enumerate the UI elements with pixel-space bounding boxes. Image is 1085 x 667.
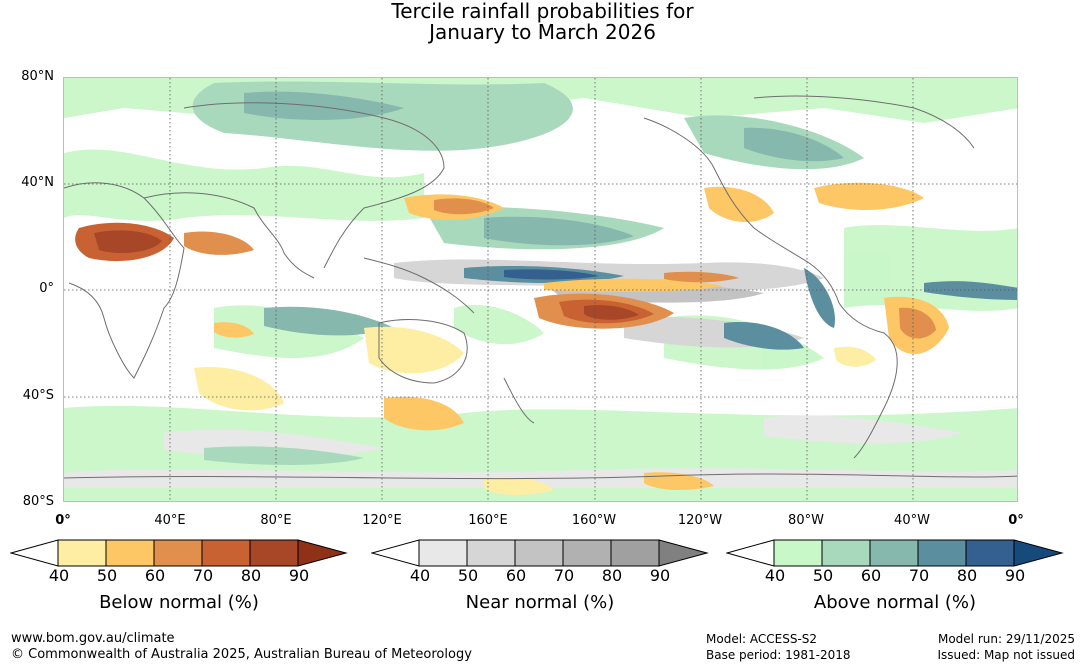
below-legend-swatch-60-70: [153, 539, 203, 567]
above-legend-lower-extension: [726, 539, 775, 567]
above-legend-swatch-70-80: [917, 539, 967, 567]
footer-copyright: © Commonwealth of Australia 2025, Austra…: [11, 647, 472, 662]
footer-model: Model: ACCESS-S2: [706, 632, 818, 646]
lat-label-40n: 40°N: [21, 175, 54, 190]
near-legend-swatch-60-70: [514, 539, 564, 567]
legend-above-tick-50: 50: [812, 566, 834, 585]
below-legend-swatch-70-80: [201, 539, 251, 567]
below-legend-swatch-80-90: [249, 539, 299, 567]
above-legend-swatch-40-50: [773, 539, 823, 567]
legend-below-title: Below normal (%): [99, 592, 259, 613]
footer-base-period: Base period: 1981-2018: [706, 648, 851, 662]
legend-near-tick-50: 50: [457, 566, 479, 585]
near-legend-swatch-50-60: [466, 539, 516, 567]
below-normal-regions: [75, 182, 949, 496]
below-legend-swatch-50-60: [105, 539, 155, 567]
lon-label-160w: 160°W: [571, 513, 617, 528]
near-legend-swatch-70-80: [562, 539, 612, 567]
legend-below-colorbar: [10, 539, 348, 567]
map-canvas: [64, 78, 1017, 501]
near-legend-upper-extension: [658, 539, 709, 567]
legend-near-normal: [371, 536, 711, 568]
above-legend-swatch-60-70: [869, 539, 919, 567]
lon-label-80w: 80°W: [788, 513, 824, 528]
legend-near-colorbar: [371, 539, 709, 567]
above-legend-upper-extension: [1013, 539, 1064, 567]
above-normal-strong-regions: [192, 81, 1017, 465]
above-legend-swatch-80-90: [965, 539, 1015, 567]
footer-url[interactable]: www.bom.gov.au/climate: [11, 631, 175, 646]
above-legend-swatch-50-60: [821, 539, 871, 567]
legend-above-normal: [726, 536, 1066, 568]
lon-label-40e: 40°E: [154, 513, 186, 528]
legend-below-tick-50: 50: [96, 566, 118, 585]
lon-label-120w: 120°W: [677, 513, 723, 528]
near-legend-swatch-40-50: [418, 539, 468, 567]
legend-below-normal: [10, 536, 350, 568]
legend-above-tick-40: 40: [764, 566, 786, 585]
legend-near-tick-60: 60: [505, 566, 527, 585]
footer-model-run: Model run: 29/11/2025: [937, 632, 1075, 646]
legend-near-title: Near normal (%): [465, 592, 615, 613]
legend-near-tick-90: 90: [649, 566, 671, 585]
lon-label-40w: 40°W: [894, 513, 930, 528]
near-legend-swatch-80-90: [610, 539, 660, 567]
legend-below-tick-90: 90: [288, 566, 310, 585]
legend-above-tick-80: 80: [956, 566, 978, 585]
graticule: [64, 78, 1017, 501]
legend-above-tick-70: 70: [908, 566, 930, 585]
legend-above-title: Above normal (%): [813, 592, 977, 613]
lat-label-0: 0°: [39, 281, 54, 296]
map-title-line2: January to March 2026: [429, 20, 656, 44]
below-legend-upper-extension: [297, 539, 348, 567]
legend-above-tick-60: 60: [860, 566, 882, 585]
lat-label-80n: 80°N: [21, 69, 54, 84]
below-legend-swatch-40-50: [57, 539, 107, 567]
legend-below-tick-70: 70: [192, 566, 214, 585]
legend-near-tick-80: 80: [601, 566, 623, 585]
legend-above-tick-90: 90: [1004, 566, 1026, 585]
lon-label-80e: 80°E: [260, 513, 292, 528]
lon-label-160e: 160°E: [468, 513, 508, 528]
near-legend-lower-extension: [371, 539, 420, 567]
legend-below-tick-80: 80: [240, 566, 262, 585]
below-legend-lower-extension: [10, 539, 59, 567]
rainfall-probability-map[interactable]: [63, 77, 1018, 502]
lat-label-40s: 40°S: [22, 388, 54, 403]
legend-below-tick-40: 40: [48, 566, 70, 585]
footer-issued: Issued: Map not issued: [937, 648, 1075, 662]
legend-near-tick-40: 40: [409, 566, 431, 585]
map-title-line1: Tercile rainfall probabilities for: [391, 0, 694, 23]
lat-label-80s: 80°S: [22, 494, 54, 509]
coastlines: [64, 95, 1017, 480]
lon-label-120e: 120°E: [362, 513, 402, 528]
legend-above-colorbar: [726, 539, 1064, 567]
legend-near-tick-70: 70: [553, 566, 575, 585]
lon-label-0: 0°: [55, 513, 71, 528]
legend-below-tick-60: 60: [144, 566, 166, 585]
lon-label-0-east: 0°: [1008, 513, 1024, 528]
